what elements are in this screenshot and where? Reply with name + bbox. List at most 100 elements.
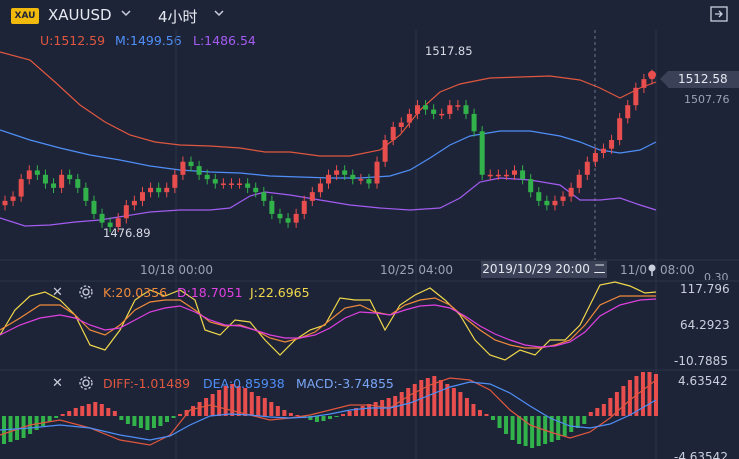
kdj-d-line [0, 298, 657, 348]
macd-bar [536, 416, 541, 446]
candle-body [228, 183, 234, 185]
candle-body [455, 105, 461, 107]
macd-bar [67, 411, 72, 416]
candle-body [123, 205, 129, 219]
macd-bar [406, 388, 411, 416]
candle-body [398, 122, 404, 127]
kdj-axis-bottom: -10.7885 [674, 354, 728, 368]
crosshair-time-tag: 2019/10/29 20:00 二 [481, 261, 607, 278]
macd-bar [634, 376, 639, 416]
macd-bar [138, 416, 143, 428]
macd-bar [569, 416, 574, 432]
candle-body [503, 174, 509, 177]
candle-body [172, 174, 178, 188]
candle-body [447, 105, 453, 114]
macd-bar [243, 388, 248, 416]
macd-bar [341, 414, 346, 416]
macd-bar [458, 392, 463, 416]
macd-bar [556, 416, 561, 440]
macd-bar [328, 416, 332, 419]
macd-value-label: MACD:-3.74855 [296, 376, 394, 391]
macd-bar [334, 416, 339, 417]
macd-bar [217, 390, 222, 416]
macd-bar [647, 372, 652, 416]
macd-bar [386, 398, 391, 416]
macd-bar [223, 386, 228, 416]
candle-body [406, 113, 412, 123]
timeframe-selector[interactable]: 4小时 [158, 8, 198, 26]
candle-body [212, 179, 218, 184]
chevron-down-icon[interactable] [213, 6, 225, 23]
kdj-j-label: J:22.6965 [250, 285, 310, 300]
candle-body [220, 183, 226, 185]
axis-price-label: 1507.76 [684, 93, 730, 106]
candle-body [528, 179, 534, 193]
gear-icon[interactable] [78, 375, 94, 391]
macd-bar [236, 386, 241, 416]
macd-bar [575, 416, 580, 428]
macd-bar [321, 416, 326, 421]
macd-bar [197, 402, 202, 416]
macd-bar [210, 394, 215, 416]
candle-body [301, 200, 307, 214]
x-axis-label: 08:00 [660, 263, 695, 277]
candle-body [584, 161, 590, 175]
chevron-down-icon[interactable] [120, 6, 132, 23]
gear-icon[interactable] [78, 284, 94, 300]
macd-bar [145, 416, 150, 430]
macd-bar [510, 416, 515, 440]
macd-bar [178, 414, 183, 416]
macd-bar [393, 396, 398, 416]
macd-bar [517, 416, 522, 444]
close-icon[interactable]: ✕ [52, 376, 63, 391]
macd-bar [132, 416, 137, 426]
high-price-marker: 1517.85 [425, 44, 473, 58]
macd-bar [497, 416, 502, 428]
kdj-axis-clip: 0.30 [704, 271, 729, 280]
macd-bar [601, 404, 606, 416]
candle-body [512, 170, 518, 175]
macd-bar [451, 388, 456, 416]
macd-bar [367, 404, 372, 416]
macd-bar [93, 402, 98, 416]
macd-bar [640, 372, 645, 416]
export-icon[interactable] [710, 6, 728, 22]
candle-body [83, 187, 89, 201]
macd-bar [288, 413, 293, 416]
candle-body [350, 174, 356, 180]
macd-bar [654, 374, 658, 416]
symbol-selector[interactable]: XAUUSD [48, 6, 112, 24]
candle-body [285, 218, 291, 223]
macd-bar [112, 411, 117, 416]
macd-bar [54, 416, 59, 418]
macd-bar [432, 376, 437, 416]
macd-bar [106, 408, 111, 416]
candle-body [552, 200, 558, 206]
macd-bar [595, 408, 600, 416]
candle-body [463, 105, 469, 114]
candle-body [237, 183, 243, 185]
candle-body [592, 153, 598, 162]
candle-body [196, 166, 202, 175]
candle-body [188, 161, 194, 167]
candlestick-series [2, 69, 656, 233]
macd-bar [191, 406, 196, 416]
macd-bar [125, 416, 130, 424]
candle-body [625, 105, 631, 119]
candle-body [10, 196, 16, 201]
candle-body [641, 79, 647, 88]
candle-body [423, 105, 429, 110]
kdj-j-line [0, 281, 657, 361]
x-axis-label: 10/25 04:00 [380, 263, 453, 277]
candle-body [148, 187, 154, 193]
candle-body [156, 187, 162, 193]
candle-body [431, 109, 437, 114]
close-icon[interactable]: ✕ [52, 285, 63, 300]
candle-body [139, 192, 145, 201]
macd-bar [15, 416, 20, 440]
candle-body [34, 170, 40, 175]
candle-body [253, 187, 259, 193]
candle-body [439, 113, 445, 116]
candle-body [576, 174, 582, 188]
